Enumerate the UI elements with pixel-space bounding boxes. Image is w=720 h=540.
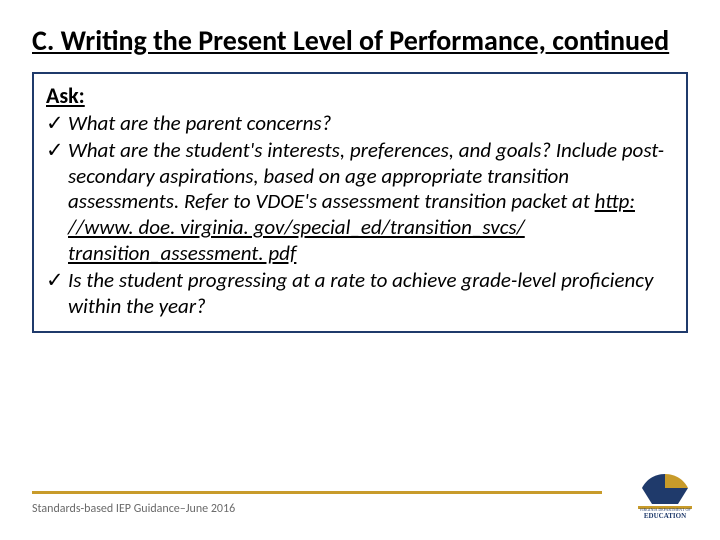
ask-box: Ask: ✓ What are the parent concerns? ✓ W… — [32, 72, 688, 334]
check-icon: ✓ — [46, 268, 68, 319]
slide-title: C. Writing the Present Level of Performa… — [32, 24, 688, 58]
item-text: Is the student progressing at a rate to … — [68, 268, 674, 319]
item-text-before: What are the student's interests, prefer… — [68, 137, 664, 214]
item-text: What are the student's interests, prefer… — [68, 138, 674, 266]
svg-text:VIRGINIA DEPARTMENT OF: VIRGINIA DEPARTMENT OF — [639, 507, 691, 512]
footer-text: Standards-based IEP Guidance–June 2016 — [32, 502, 235, 516]
list-item: ✓ Is the student progressing at a rate t… — [46, 268, 674, 319]
list-item: ✓ What are the student's interests, pref… — [46, 138, 674, 266]
item-text: What are the parent concerns? — [68, 111, 674, 137]
check-icon: ✓ — [46, 111, 68, 137]
slide: C. Writing the Present Level of Performa… — [0, 0, 720, 540]
footer-rule — [32, 491, 602, 494]
vdoe-logo: EDUCATION VIRGINIA DEPARTMENT OF — [628, 470, 702, 526]
check-icon: ✓ — [46, 138, 68, 266]
ask-label: Ask: — [46, 82, 674, 109]
svg-text:EDUCATION: EDUCATION — [644, 512, 686, 520]
list-item: ✓ What are the parent concerns? — [46, 111, 674, 137]
